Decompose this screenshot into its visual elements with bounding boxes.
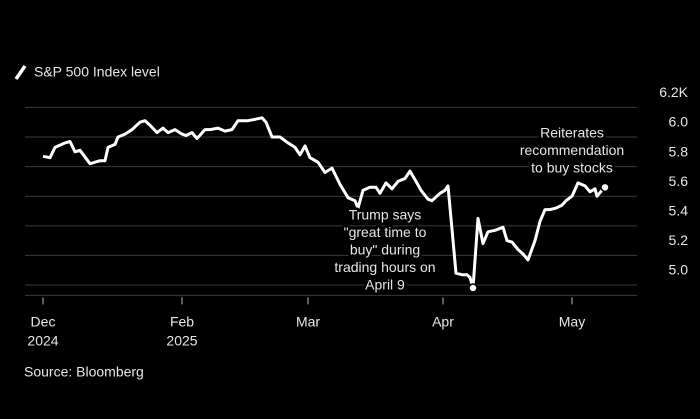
annotation-text: Reiterates (540, 125, 604, 141)
y-tick-label: 5.0 (669, 262, 689, 278)
y-tick-label: 6.2K (659, 84, 688, 100)
x-tick-year: 2025 (166, 333, 197, 349)
x-tick-label: Apr (432, 314, 454, 330)
x-tick-label: Feb (170, 314, 194, 330)
annotation-text: recommendation (520, 142, 624, 158)
annotation-dot (600, 182, 610, 193)
x-tick-label: Dec (31, 314, 56, 330)
annotation-text: to buy stocks (531, 160, 613, 176)
series-line (42, 116, 607, 290)
annotation-text: Trump says (349, 207, 422, 223)
y-tick-label: 5.4 (669, 203, 689, 219)
annotation-text: "great time to (344, 224, 427, 240)
annotation-text: buy" during (350, 242, 420, 258)
annotation-text: April 9 (365, 277, 405, 293)
legend-swatch (14, 65, 27, 80)
x-tick-label: Mar (296, 314, 320, 330)
y-tick-label: 5.2 (669, 232, 689, 248)
annotation-dot (468, 283, 478, 293)
y-tick-label: 5.6 (669, 173, 689, 189)
y-tick-label: 6.0 (669, 114, 689, 130)
annotation-text: trading hours on (334, 259, 435, 275)
x-tick-year: 2024 (27, 333, 58, 349)
y-tick-label: 5.8 (669, 143, 689, 159)
x-tick-label: May (559, 314, 585, 330)
legend-label: S&P 500 Index level (34, 64, 160, 80)
source: Source: Bloomberg (24, 364, 144, 380)
